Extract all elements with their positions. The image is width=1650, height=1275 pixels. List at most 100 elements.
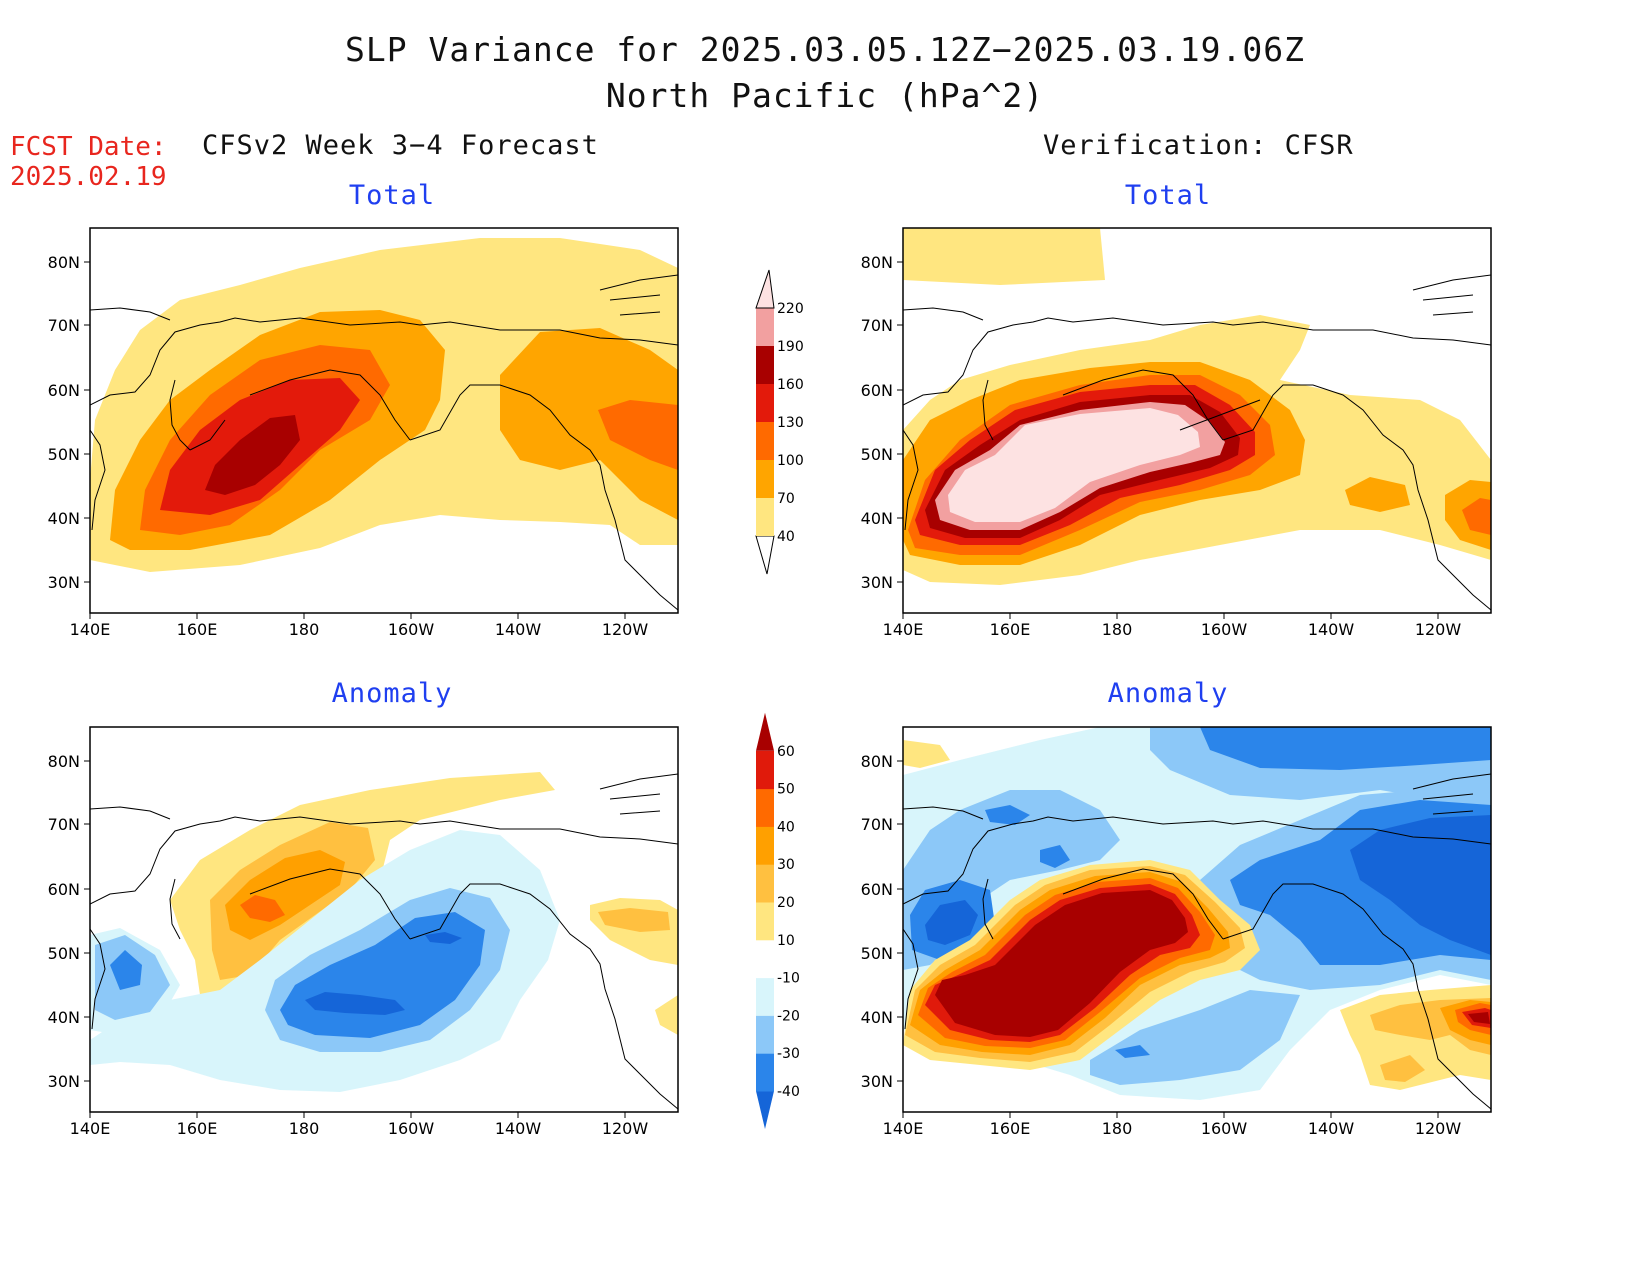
lon-tick-label: 160W — [1201, 1119, 1248, 1138]
colorbar-total-label: 70 — [777, 491, 795, 507]
colorbar-total-overflow — [755, 269, 775, 309]
colorbar-anomaly-label: 10 — [777, 933, 795, 949]
colorbar-anomaly-bin — [756, 902, 774, 941]
colorbar-total: 40 70 100 130 160 190 220 — [755, 269, 804, 575]
map-verification-anomaly — [903, 727, 1491, 1112]
colorbar-anomaly-bin — [756, 1015, 774, 1054]
anom-pos60 — [935, 890, 1188, 1037]
colorbar-total-label: 40 — [777, 529, 795, 545]
colorbar-anomaly-bin — [756, 977, 774, 1016]
colorbar-anomaly-bin — [756, 826, 774, 865]
lat-tick-label: 60N — [861, 381, 893, 400]
lon-tick-label: 180 — [1102, 1119, 1133, 1138]
main-title-line1: SLP Variance for 2025.03.05.12Z−2025.03.… — [345, 30, 1305, 69]
lon-tick-label: 160E — [177, 620, 218, 639]
contour-220 — [948, 408, 1200, 522]
colorbar-anomaly: -40 -30 -20 -10 10 20 30 40 50 60 — [756, 712, 800, 1129]
lat-tick-label: 50N — [861, 445, 893, 464]
panel-title-forecast-anomaly: Anomaly — [331, 678, 453, 709]
lat-tick-label: 80N — [861, 253, 893, 272]
colorbar-total-label: 160 — [777, 377, 804, 393]
anom-pos20-east — [598, 908, 670, 932]
colorbar-anomaly-label: 60 — [777, 744, 795, 760]
lon-tick-label: 160W — [388, 1119, 435, 1138]
anom-neg40b — [425, 932, 462, 944]
lon-tick-label: 180 — [289, 1119, 320, 1138]
colorbar-total-bin — [756, 384, 774, 422]
map-forecast-anomaly — [90, 727, 678, 1112]
lon-tick-label: 140W — [495, 620, 542, 639]
anom-neg30-s — [1115, 1045, 1150, 1058]
axis-labels: 80N 70N 60N 50N 40N 30N 140E 160E 180 160W 140W 120… — [48, 253, 1462, 1138]
colorbar-total-label: 130 — [777, 415, 804, 431]
lat-tick-label: 40N — [48, 509, 80, 528]
anom-pos10-nw — [903, 740, 950, 768]
anom-neg30-n2 — [985, 805, 1030, 825]
colorbar-total-bin — [756, 460, 774, 498]
map-frames — [89, 227, 1492, 1113]
contour-70-east — [500, 328, 678, 520]
colorbar-anomaly-label: 20 — [777, 895, 795, 911]
anom-neg20-south — [1090, 990, 1300, 1085]
colorbar-anomaly-label: 30 — [777, 857, 795, 873]
lat-tick-label: 40N — [861, 509, 893, 528]
lon-tick-label: 120W — [602, 1119, 649, 1138]
lon-tick-label: 120W — [1415, 1119, 1462, 1138]
anom-neg30-mid — [1040, 845, 1070, 868]
anom-neg30-north — [1200, 727, 1491, 770]
lon-tick-label: 140E — [70, 620, 111, 639]
lon-tick-label: 160W — [388, 620, 435, 639]
colorbar-anomaly-bin — [756, 864, 774, 903]
anom-pos40 — [240, 895, 285, 922]
colorbar-total-label: 100 — [777, 453, 804, 469]
lat-tick-label: 60N — [861, 880, 893, 899]
colorbar-total-bin — [756, 308, 774, 346]
anom-pos60-se — [1468, 1012, 1490, 1024]
lon-tick-label: 180 — [289, 620, 320, 639]
colorbar-total-label: 190 — [777, 339, 804, 355]
forecast-subtitle: CFSv2 Week 3−4 Forecast — [202, 130, 599, 161]
lat-tick-label: 40N — [861, 1008, 893, 1027]
colorbar-total-bin — [756, 422, 774, 460]
lon-tick-label: 140E — [70, 1119, 111, 1138]
colorbar-total-label: 220 — [777, 301, 804, 317]
lon-tick-label: 140W — [1308, 620, 1355, 639]
anom-pos20-s2 — [1380, 1055, 1425, 1082]
colorbar-anomaly-bin — [756, 939, 774, 979]
colorbar-anomaly-label: -10 — [777, 971, 800, 987]
lat-tick-label: 30N — [861, 1072, 893, 1091]
lat-tick-label: 50N — [861, 944, 893, 963]
panel-title-verification-total: Total — [1124, 180, 1212, 211]
lat-tick-label: 30N — [861, 573, 893, 592]
contour-160 — [205, 415, 300, 495]
colorbar-anomaly-bin — [756, 750, 774, 790]
colorbar-anomaly-label: -40 — [777, 1084, 800, 1100]
lat-tick-label: 30N — [48, 1072, 80, 1091]
contour-70-east — [1345, 477, 1410, 512]
lat-tick-label: 50N — [48, 445, 80, 464]
anom-neg40-west — [925, 900, 978, 945]
lon-tick-label: 140E — [883, 1119, 924, 1138]
colorbar-total-underflow — [755, 535, 775, 575]
lon-tick-label: 140E — [883, 620, 924, 639]
lat-tick-label: 80N — [861, 752, 893, 771]
coastlines — [90, 274, 1491, 1110]
colorbar-anomaly-bin — [756, 788, 774, 827]
lat-tick-label: 70N — [48, 316, 80, 335]
lat-tick-label: 70N — [861, 316, 893, 335]
anom-neg30-west — [110, 950, 142, 990]
lat-tick-label: 60N — [48, 880, 80, 899]
lon-tick-label: 120W — [1415, 620, 1462, 639]
colorbar-anomaly-label: -20 — [777, 1008, 800, 1024]
lat-tick-label: 80N — [48, 253, 80, 272]
colorbar-anomaly-label: 50 — [777, 782, 795, 798]
map-verification-total — [903, 228, 1491, 613]
colorbar-total-bin — [756, 346, 774, 384]
contour-40-north — [903, 228, 1105, 285]
lat-tick-label: 70N — [861, 815, 893, 834]
lon-tick-label: 160E — [177, 1119, 218, 1138]
lon-tick-label: 160W — [1201, 620, 1248, 639]
lon-tick-label: 140W — [1308, 1119, 1355, 1138]
colorbar-anomaly-label: -30 — [777, 1046, 800, 1062]
lon-tick-label: 160E — [990, 1119, 1031, 1138]
